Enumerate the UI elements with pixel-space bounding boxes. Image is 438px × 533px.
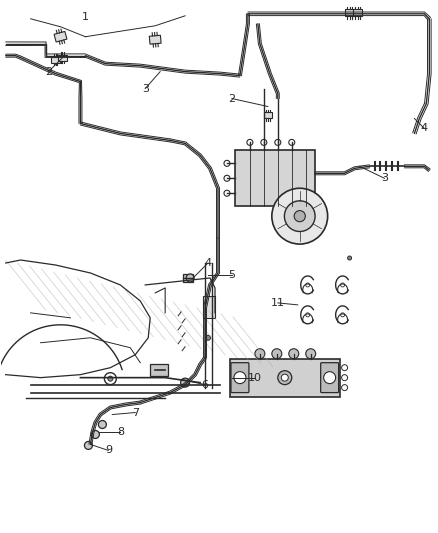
Circle shape [284, 201, 315, 231]
FancyBboxPatch shape [321, 362, 339, 393]
FancyBboxPatch shape [230, 359, 339, 397]
Text: 3: 3 [381, 173, 388, 183]
Polygon shape [353, 9, 362, 17]
Circle shape [294, 211, 305, 222]
Circle shape [205, 335, 211, 340]
Text: 6: 6 [201, 379, 208, 390]
Circle shape [99, 421, 106, 429]
Circle shape [224, 175, 230, 181]
Circle shape [224, 160, 230, 166]
Text: 1: 1 [82, 12, 89, 22]
Circle shape [92, 431, 99, 439]
Polygon shape [345, 9, 354, 17]
Polygon shape [51, 56, 60, 63]
Circle shape [272, 349, 282, 359]
Circle shape [342, 375, 348, 381]
Circle shape [348, 256, 352, 260]
Circle shape [224, 190, 230, 196]
Circle shape [281, 374, 288, 381]
FancyBboxPatch shape [203, 296, 215, 318]
FancyBboxPatch shape [231, 362, 249, 393]
FancyBboxPatch shape [235, 150, 314, 206]
Circle shape [289, 140, 295, 146]
Text: 10: 10 [248, 373, 262, 383]
Polygon shape [54, 31, 67, 42]
Text: 2: 2 [45, 67, 52, 77]
Circle shape [275, 140, 281, 146]
Text: 2: 2 [228, 93, 236, 103]
Text: 3: 3 [142, 84, 149, 94]
Circle shape [278, 370, 292, 385]
FancyBboxPatch shape [150, 364, 168, 376]
Text: 9: 9 [105, 446, 112, 455]
Circle shape [324, 372, 336, 384]
Text: 7: 7 [132, 408, 139, 417]
Circle shape [342, 385, 348, 391]
Circle shape [342, 365, 348, 370]
Circle shape [306, 349, 316, 359]
Polygon shape [58, 55, 67, 61]
Circle shape [180, 378, 190, 387]
Text: 11: 11 [271, 298, 285, 308]
Circle shape [272, 188, 328, 244]
Text: 5: 5 [229, 270, 236, 280]
Text: 4: 4 [205, 258, 212, 268]
Circle shape [108, 376, 113, 381]
Circle shape [306, 283, 310, 287]
FancyBboxPatch shape [183, 274, 193, 282]
Circle shape [306, 313, 310, 317]
Circle shape [255, 349, 265, 359]
Circle shape [341, 313, 345, 317]
Circle shape [341, 283, 345, 287]
Polygon shape [149, 35, 161, 44]
Text: 4: 4 [421, 124, 428, 133]
Circle shape [104, 373, 117, 385]
Circle shape [234, 372, 246, 384]
Circle shape [247, 140, 253, 146]
Circle shape [85, 441, 92, 449]
Polygon shape [264, 112, 272, 118]
Circle shape [186, 274, 194, 282]
Circle shape [289, 349, 299, 359]
Circle shape [261, 140, 267, 146]
Text: 8: 8 [117, 427, 124, 438]
